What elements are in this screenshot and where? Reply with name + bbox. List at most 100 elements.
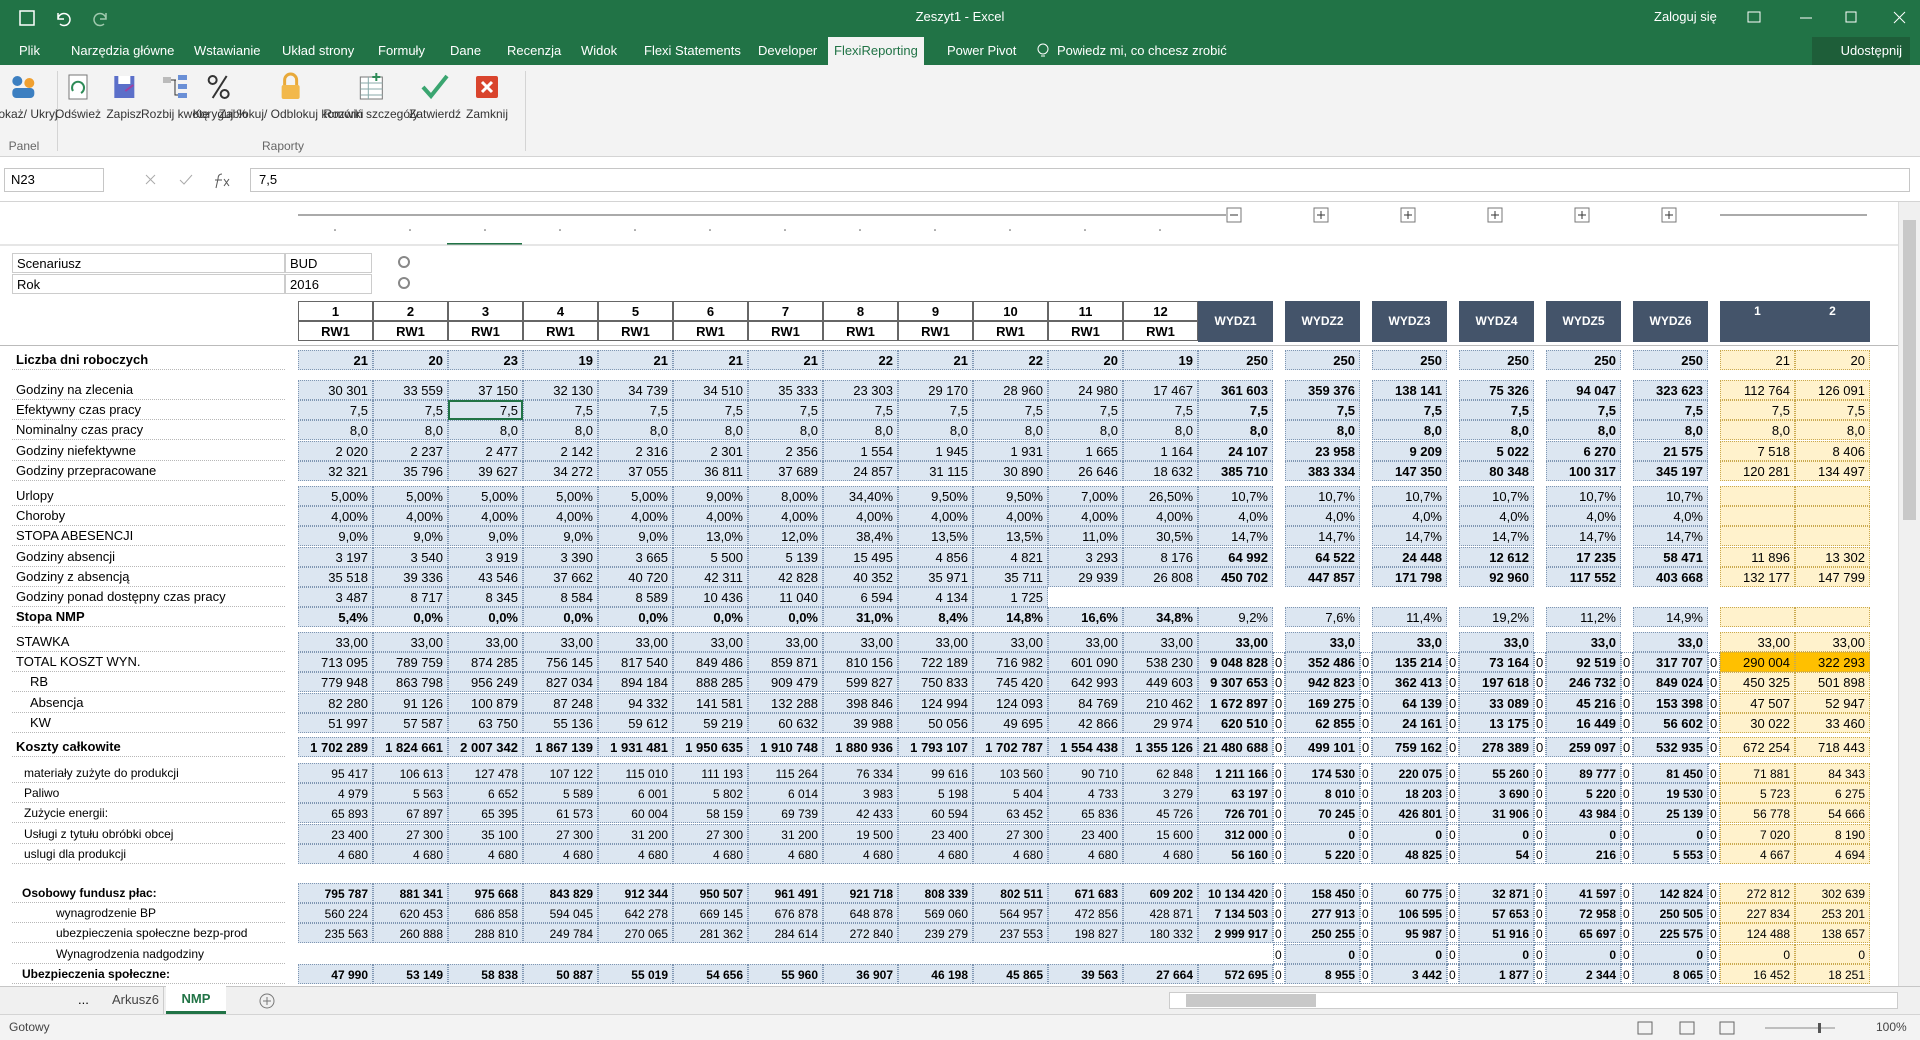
cell[interactable]: 8 717 [373,587,448,607]
department-cell[interactable]: 250 [1285,350,1360,370]
cell[interactable]: 599 827 [823,672,898,692]
cell[interactable]: 22 [973,350,1048,370]
cell[interactable]: 288 810 [448,923,523,943]
cell[interactable]: 26 646 [1048,461,1123,481]
cell[interactable]: 132 288 [748,693,823,713]
year-cell[interactable]: 7,5 [1720,400,1795,420]
narrow-cell[interactable]: 0 [1534,763,1546,783]
cell[interactable]: 127 478 [448,763,523,783]
year-cell[interactable]: 16 452 [1720,964,1795,984]
vertical-scrollbar[interactable] [1898,202,1920,986]
cell[interactable]: 42 828 [748,567,823,587]
narrow-cell[interactable]: 0 [1621,803,1633,823]
cell[interactable]: 4,00% [373,506,448,526]
narrow-cell[interactable]: 0 [1273,713,1285,733]
year-cell[interactable]: 8,0 [1795,420,1870,440]
department-cell[interactable]: 572 695 [1198,964,1273,984]
cell[interactable]: 180 332 [1123,923,1198,943]
cell[interactable]: 94 332 [598,693,673,713]
narrow-cell[interactable]: 0 [1621,713,1633,733]
cell[interactable]: 9,0% [523,526,598,546]
ribbon-tab[interactable]: Developer [752,37,823,65]
cell[interactable]: 37 689 [748,461,823,481]
department-cell[interactable]: 250 [1459,350,1534,370]
cell[interactable]: 50 056 [898,713,973,733]
year-cell[interactable]: 71 881 [1720,763,1795,783]
narrow-cell[interactable]: 0 [1708,964,1720,984]
cell[interactable]: 8,0 [298,420,373,440]
cell[interactable]: 4 680 [373,844,448,864]
department-cell[interactable]: 7 134 503 [1198,903,1273,923]
horizontal-scrollbar[interactable] [1169,992,1898,1009]
year-cell[interactable]: 290 004 [1720,652,1795,672]
cell[interactable]: 10 436 [673,587,748,607]
cell[interactable]: 20 [373,350,448,370]
department-cell[interactable]: 94 047 [1546,380,1621,400]
narrow-cell[interactable]: 0 [1621,923,1633,943]
department-cell[interactable]: 8,0 [1285,420,1360,440]
narrow-cell[interactable]: 0 [1360,737,1372,757]
narrow-cell[interactable]: 0 [1447,803,1459,823]
cell[interactable]: 8,4% [898,607,973,627]
cell[interactable]: 4 680 [748,844,823,864]
department-cell[interactable]: 55 260 [1459,763,1534,783]
cell[interactable]: 35 711 [973,567,1048,587]
cell[interactable]: 8,0 [673,420,748,440]
department-cell[interactable]: 171 798 [1372,567,1447,587]
cell[interactable]: 35 971 [898,567,973,587]
narrow-cell[interactable]: 0 [1447,737,1459,757]
cell[interactable]: 5 589 [523,783,598,803]
ribbon-tab[interactable]: Flexi Statements [638,37,747,65]
cell[interactable]: 60 594 [898,803,973,823]
cell[interactable]: 33,00 [898,632,973,652]
narrow-cell[interactable]: 0 [1360,944,1372,964]
cell[interactable]: 1 702 289 [298,737,373,757]
cell[interactable]: 1 880 936 [823,737,898,757]
narrow-cell[interactable]: 0 [1273,763,1285,783]
narrow-cell[interactable]: 0 [1534,713,1546,733]
cell[interactable]: 8,0 [898,420,973,440]
cell[interactable]: 9,0% [373,526,448,546]
narrow-cell[interactable]: 0 [1708,737,1720,757]
lookup-icon[interactable] [398,277,410,289]
cell[interactable]: 260 888 [373,923,448,943]
cell[interactable]: 63 452 [973,803,1048,823]
cell[interactable]: 29 170 [898,380,973,400]
year-cell[interactable]: 8 190 [1795,824,1870,844]
department-cell[interactable]: 0 [1546,824,1621,844]
narrow-cell[interactable]: 0 [1621,652,1633,672]
ribbon-tab[interactable]: Plik [13,37,46,65]
cell[interactable]: 4,00% [748,506,823,526]
department-cell[interactable]: 250 [1546,350,1621,370]
cell[interactable]: 2 477 [448,441,523,461]
department-cell[interactable]: 33,0 [1285,632,1360,652]
cell[interactable]: 8,0 [1048,420,1123,440]
department-cell[interactable]: 21 575 [1633,441,1708,461]
department-cell[interactable]: 450 702 [1198,567,1273,587]
cell[interactable]: 569 060 [898,903,973,923]
cell[interactable]: 61 573 [523,803,598,823]
department-cell[interactable]: 532 935 [1633,737,1708,757]
cell[interactable]: 60 004 [598,803,673,823]
cell[interactable]: 950 507 [673,883,748,903]
narrow-cell[interactable]: 0 [1360,964,1372,984]
cell[interactable]: 881 341 [373,883,448,903]
cell[interactable]: 55 960 [748,964,823,984]
department-cell[interactable]: 73 164 [1459,652,1534,672]
narrow-cell[interactable]: 0 [1621,763,1633,783]
ribbon-tab[interactable]: Power Pivot [941,37,1022,65]
narrow-cell[interactable]: 0 [1708,652,1720,672]
cell[interactable]: 0,0% [748,607,823,627]
department-cell[interactable]: 250 255 [1285,923,1360,943]
department-cell[interactable]: 169 275 [1285,693,1360,713]
name-box[interactable]: N23 [4,168,104,192]
cell[interactable]: 5 802 [673,783,748,803]
narrow-cell[interactable]: 0 [1447,903,1459,923]
cell[interactable]: 33,00 [373,632,448,652]
restore[interactable] [1846,12,1856,22]
cell[interactable]: 115 010 [598,763,673,783]
department-cell[interactable]: 63 197 [1198,783,1273,803]
year-cell[interactable]: 11 896 [1720,547,1795,567]
department-cell[interactable]: 8,0 [1198,420,1273,440]
department-cell[interactable]: 14,7% [1633,526,1708,546]
